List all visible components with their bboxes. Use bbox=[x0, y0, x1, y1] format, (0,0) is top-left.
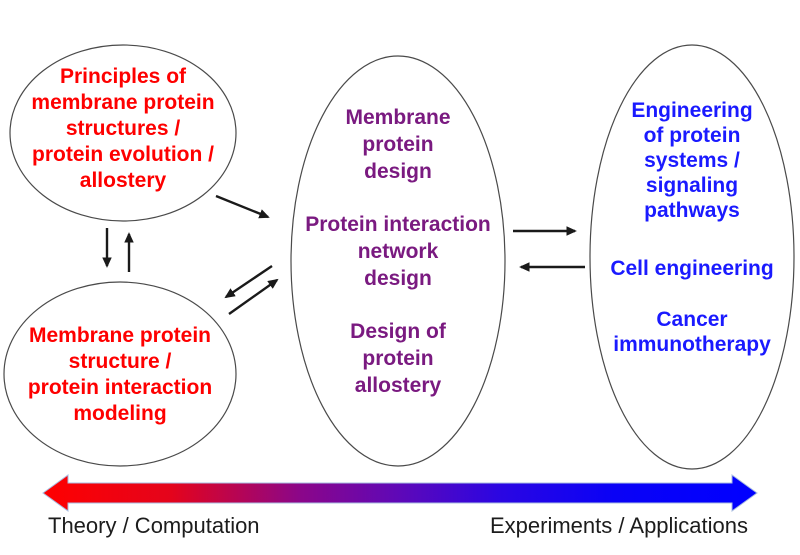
axis-label-theory-computation: Theory / Computation bbox=[48, 513, 260, 538]
ellipse-principles bbox=[9, 44, 237, 222]
theory-experiment-axis-arrow bbox=[42, 474, 758, 512]
arrow-modeling-to-design bbox=[228, 278, 279, 315]
ellipse-applications bbox=[589, 44, 795, 470]
ellipse-modeling bbox=[3, 281, 237, 467]
ellipse-design bbox=[290, 55, 506, 467]
axis-label-experiments-applications: Experiments / Applications bbox=[490, 513, 749, 538]
arrow-principles-to-design bbox=[215, 194, 270, 219]
arrow-design-to-modeling bbox=[224, 265, 273, 299]
